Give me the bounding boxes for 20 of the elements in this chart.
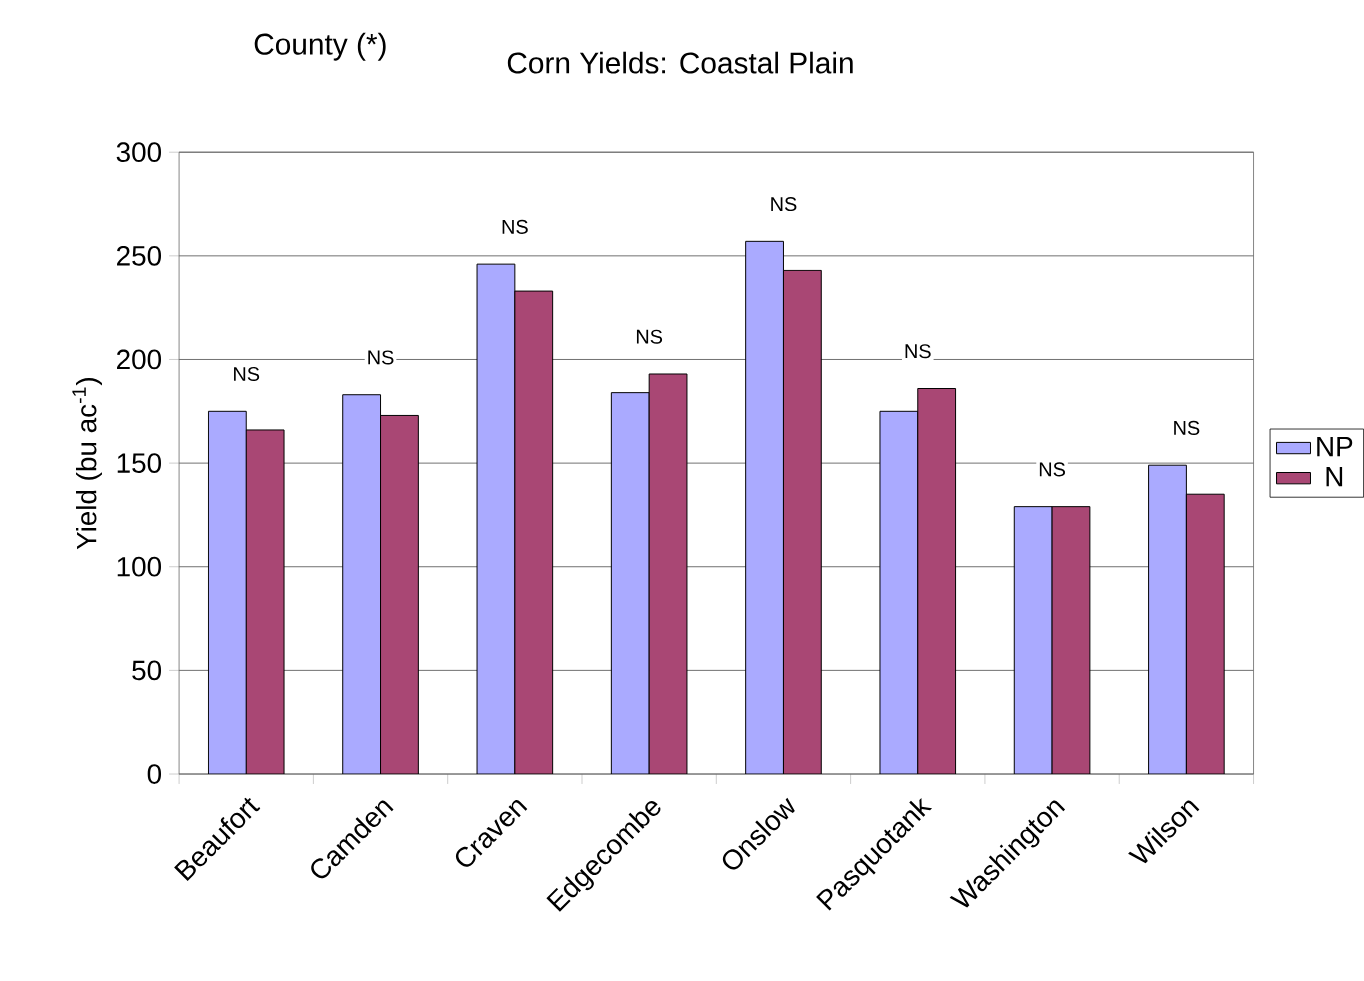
y-tick-label: 250: [117, 245, 162, 266]
y-tick-label: 300: [116, 142, 162, 163]
annotation: NS: [234, 366, 260, 382]
text: County (*): [254, 32, 386, 61]
annotation: NS: [1174, 420, 1200, 435]
y-tick-label: 50: [132, 660, 162, 681]
legend-label: N: [1326, 467, 1343, 487]
y-tick-label: 150: [117, 453, 162, 474]
y-tick-label: 100: [117, 556, 162, 577]
annotation: NS: [368, 350, 394, 365]
y-tick-label: 200: [117, 349, 162, 370]
annotation: NS: [502, 219, 528, 234]
y-tick-label: 0: [147, 764, 162, 784]
chart-title: Corn Yields: Coastal Plain: [507, 51, 853, 74]
annotation: NS: [1039, 462, 1065, 477]
annotation: NS: [905, 344, 931, 359]
legend-label: NP: [1317, 437, 1353, 457]
annotation: NS: [771, 197, 797, 212]
y-axis-title: Yield (bu ac$^{-1}$): [72, 378, 102, 550]
annotation: NS: [636, 329, 663, 344]
